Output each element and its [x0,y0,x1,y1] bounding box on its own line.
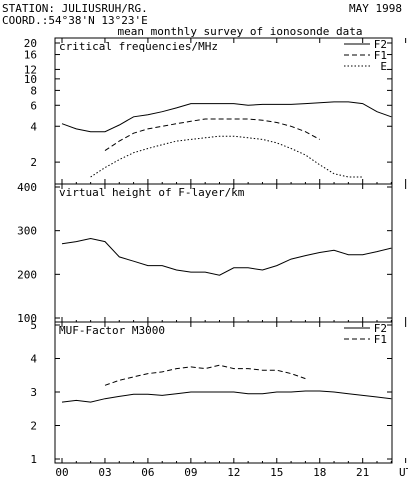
x-tick-label: 06 [141,466,154,479]
y-tick-label: 2 [30,156,37,169]
series-line-f2 [61,101,392,133]
x-tick-label: 18 [313,466,326,479]
x-tick-label: 21 [356,466,369,479]
y-tick-label: 8 [30,84,37,97]
x-tick-label: 09 [184,466,197,479]
legend-label: F2 [374,322,387,335]
series-line-f2 [61,390,392,403]
series-line-e [90,135,363,178]
muf-factor-title: MUF-Factor M3000 [59,324,165,337]
y-tick-label: 2 [30,420,37,433]
y-tick-label: 3 [30,386,37,399]
series-line [61,237,392,276]
x-tick-label: 12 [227,466,240,479]
series-line-f1 [104,118,320,152]
x-tick-label: 15 [270,466,283,479]
y-tick-label: 6 [30,99,37,112]
y-tick-label: 20 [24,37,37,50]
x-tick-label: 03 [98,466,111,479]
y-tick-label: 4 [30,120,37,133]
legend-label: E [380,60,387,73]
legend-label: F2 [374,38,387,51]
virtual-height-title: virtual height of F-layer/km [59,186,245,199]
x-tick-label: 00 [55,466,68,479]
date-label: MAY 1998 [349,2,402,15]
y-tick-label: 400 [17,181,37,194]
y-tick-label: 100 [17,312,37,325]
virtual-height-panel: virtual height of F-layer/km 100 200 300 400 [17,181,407,325]
y-tick-label: 300 [17,225,37,238]
critical-frequencies-title: critical frequencies/MHz [59,40,218,53]
y-tick-label: 200 [17,268,37,281]
y-tick-label: 10 [24,73,37,86]
y-tick-label: 12 [24,63,37,76]
x-tick-label: UT [399,466,408,479]
critical-frequencies-frame [54,37,393,185]
survey-subtitle: mean monthly survey of ionosonde data [117,25,362,38]
coords-label: COORD.:54°38'N 13°23'E [2,14,148,27]
legend-label: F1 [374,333,387,346]
y-tick-label: 1 [30,453,37,466]
y-tick-label: 5 [30,319,37,332]
y-tick-label: 16 [24,49,37,62]
y-tick-label: 4 [30,353,37,366]
series-line-f1 [104,364,306,386]
station-label: STATION: JULIUSRUH/RG. [2,2,148,15]
legend-label: F1 [374,49,387,62]
